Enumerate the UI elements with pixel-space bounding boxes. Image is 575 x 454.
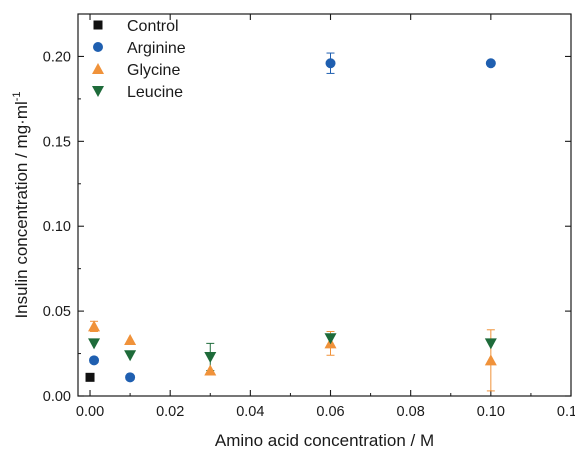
arginine-point bbox=[125, 372, 136, 383]
y-axis-title-superscript: -1 bbox=[11, 91, 23, 101]
x-tick-label: 0.04 bbox=[236, 404, 264, 420]
glycine-point bbox=[484, 354, 497, 366]
arginine-point bbox=[325, 58, 336, 69]
arginine-point bbox=[89, 355, 100, 366]
plot-frame bbox=[77, 13, 572, 397]
arginine-legend-label: Arginine bbox=[127, 40, 186, 57]
x-tick-label: 0.06 bbox=[316, 404, 344, 420]
y-tick-label: 0.20 bbox=[43, 49, 71, 65]
x-tick-label: 0.08 bbox=[397, 404, 425, 420]
leucine-legend-label: Leucine bbox=[127, 84, 183, 101]
x-tick-label: 0.10 bbox=[477, 404, 505, 420]
glycine-legend-marker bbox=[92, 63, 104, 74]
leucine-point bbox=[204, 351, 217, 363]
x-tick-label: 0.00 bbox=[76, 404, 104, 420]
leucine-point bbox=[88, 338, 101, 350]
data-points bbox=[85, 58, 497, 383]
y-axis-title-main: Insulin concentration / mg·ml bbox=[12, 101, 31, 318]
glycine-point bbox=[88, 320, 101, 332]
glycine-point bbox=[124, 333, 137, 345]
legend: Control Arginine Glycine Leucine bbox=[92, 18, 186, 101]
x-tick-label: 0.12 bbox=[557, 404, 575, 420]
y-tick-label: 0.05 bbox=[43, 304, 71, 320]
leucine-point bbox=[124, 350, 137, 362]
arginine-point bbox=[485, 58, 496, 69]
error-bars bbox=[90, 52, 495, 392]
leucine-point bbox=[484, 338, 497, 350]
control-legend-marker bbox=[93, 20, 103, 30]
y-tick-label: 0.10 bbox=[43, 219, 71, 235]
x-axis-title: Amino acid concentration / M bbox=[215, 431, 434, 450]
control-point bbox=[85, 372, 95, 382]
x-tick-label: 0.02 bbox=[156, 404, 184, 420]
leucine-point bbox=[324, 333, 337, 345]
y-axis-ticks: 0.00 0.05 0.10 0.15 0.20 bbox=[43, 13, 571, 405]
y-tick-label: 0.15 bbox=[43, 134, 71, 150]
y-axis-title: Insulin concentration / mg·ml-1 bbox=[11, 91, 31, 318]
arginine-legend-marker bbox=[93, 42, 103, 52]
glycine-point bbox=[204, 364, 217, 376]
x-axis-ticks: 0.00 0.02 0.04 0.06 0.08 0.10 0.12 bbox=[76, 14, 575, 420]
leucine-legend-marker bbox=[92, 86, 104, 97]
glycine-legend-label: Glycine bbox=[127, 62, 180, 79]
control-legend-label: Control bbox=[127, 18, 179, 35]
y-tick-label: 0.00 bbox=[43, 389, 71, 405]
